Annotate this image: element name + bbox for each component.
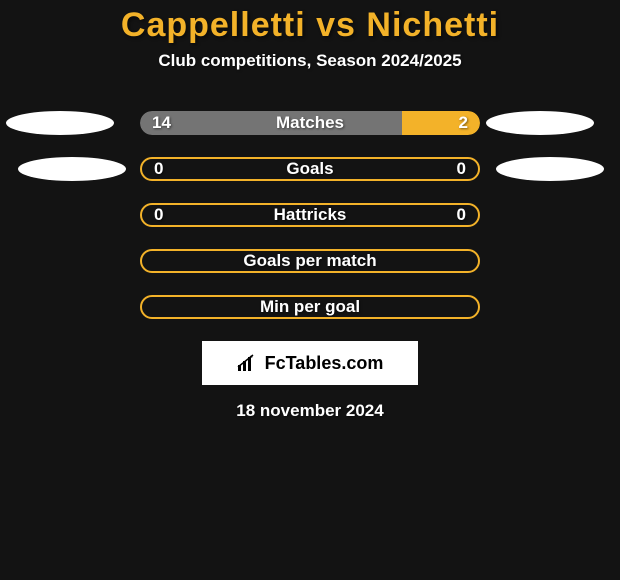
page-subtitle: Club competitions, Season 2024/2025 — [0, 51, 620, 71]
logo-text: FcTables.com — [265, 353, 384, 374]
stat-bar-track: Min per goal — [140, 295, 480, 319]
page-title: Cappelletti vs Nichetti — [0, 6, 620, 45]
stat-row: Matches142 — [0, 111, 620, 135]
stat-bar-label: Goals per match — [142, 251, 478, 271]
stat-bar-track: Matches142 — [140, 111, 480, 135]
stat-bar-label: Goals — [142, 159, 478, 179]
stat-row: Goals per match — [0, 249, 620, 273]
stat-bar-right-value: 0 — [457, 159, 466, 179]
stat-bar-right-value: 2 — [459, 113, 468, 133]
stat-bar-label: Min per goal — [142, 297, 478, 317]
stat-bar-track: Goals0 0 — [140, 157, 480, 181]
stat-bar-right-fill — [402, 111, 480, 135]
stat-bar-track: Hattricks0 0 — [140, 203, 480, 227]
player-left-marker — [18, 157, 126, 181]
stat-row: Hattricks0 0 — [0, 203, 620, 227]
player-right-marker — [486, 111, 594, 135]
logo-box: FcTables.com — [202, 341, 418, 385]
stat-row: Min per goal — [0, 295, 620, 319]
player-right-marker — [496, 157, 604, 181]
stats-area: Matches142Goals00Hattricks00Goals per ma… — [0, 111, 620, 319]
stat-bar-track: Goals per match — [140, 249, 480, 273]
stat-bar-left-value: 0 — [154, 159, 163, 179]
stat-bar-right-value: 0 — [457, 205, 466, 225]
bar-chart-icon — [237, 354, 259, 372]
stat-bar-left-fill — [140, 111, 402, 135]
footer-date: 18 november 2024 — [0, 401, 620, 421]
stat-bar-left-value: 14 — [152, 113, 171, 133]
player-left-marker — [6, 111, 114, 135]
stat-bar-label: Hattricks — [142, 205, 478, 225]
stat-bar-left-value: 0 — [154, 205, 163, 225]
stat-row: Goals0 0 — [0, 157, 620, 181]
